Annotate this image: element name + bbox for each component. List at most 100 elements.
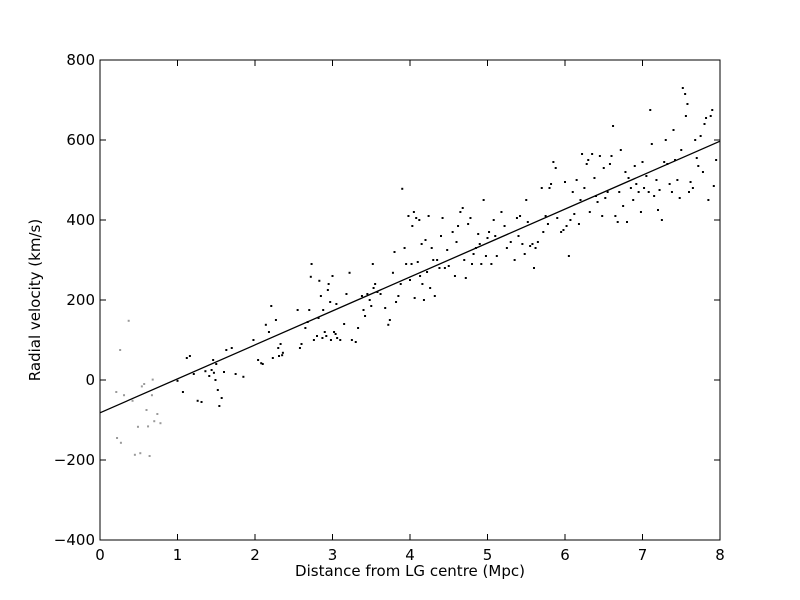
y-tick-label: 0 [85,371,95,389]
data-point [345,293,348,295]
data-point [274,319,277,321]
data-point [296,309,299,311]
data-point [624,171,627,173]
data-point [562,229,565,231]
data-point [608,163,611,165]
data-point [281,351,284,354]
data-point [463,259,466,261]
data-point [554,167,557,169]
data-point [650,143,653,145]
data-point [208,375,211,377]
data-point [686,103,689,105]
data-point [707,199,710,201]
data-point [523,253,526,255]
data-point [225,349,228,351]
data-point [443,267,446,269]
data-point [368,299,371,301]
data-point [715,159,718,161]
grey-data-point [153,420,156,423]
data-point [419,275,422,277]
data-point [196,399,199,402]
data-point [354,341,357,343]
data-point [327,283,330,285]
data-point [526,221,529,223]
data-point [678,197,681,199]
data-point [641,161,644,163]
data-point [471,263,473,265]
data-point [637,191,640,193]
data-point [317,317,320,319]
data-point [455,241,458,243]
grey-data-point [150,394,153,397]
data-point [548,187,551,189]
data-point [645,175,648,177]
y-tick-label: −200 [54,451,95,469]
data-point [430,247,433,249]
data-point [495,255,498,257]
data-point [660,219,663,221]
data-point [214,379,217,381]
data-point [270,305,273,307]
data-point [405,263,408,265]
data-point [271,357,274,359]
data-point [278,355,281,357]
data-point [619,149,622,151]
data-point [410,263,413,265]
data-point [515,217,518,219]
data-point [446,249,449,251]
data-point [647,191,650,193]
data-point [257,359,260,361]
data-point [711,109,714,111]
data-point [486,237,489,239]
data-point [544,215,547,217]
data-point [395,301,398,303]
data-point [670,191,673,193]
data-point [500,211,503,213]
data-point [606,191,609,193]
data-point [360,295,363,297]
data-point [366,293,369,295]
data-point [220,397,223,399]
data-point [212,371,215,374]
data-point [420,243,423,245]
data-point [234,373,237,375]
data-point [591,153,594,155]
axis-ticks: 0 1 2 3 4 5 6 7 8 −400 −200 0 200 400 600 800 [54,51,725,564]
data-point [517,235,520,237]
data-point [560,231,563,233]
data-point [492,219,495,221]
data-point [415,217,418,219]
data-point [618,191,621,193]
data-point [583,187,586,189]
data-point [388,319,391,321]
x-tick-label: 3 [328,546,338,564]
data-point [477,233,480,235]
data-point [181,391,184,393]
data-point [350,339,353,341]
data-point [379,293,382,295]
data-point [357,327,360,329]
y-tick-label: −400 [54,531,95,549]
data-point [200,401,203,403]
data-point [316,335,318,337]
x-tick-label: 6 [560,546,570,564]
data-point [391,271,394,274]
data-point [525,199,528,201]
data-point [325,335,328,337]
data-point [694,139,697,141]
data-point [176,379,179,382]
data-point [374,283,377,285]
data-point [429,287,432,289]
grey-data-point [151,378,154,381]
grey-data-point [140,385,143,388]
data-point [674,159,677,161]
data-point [467,223,470,225]
data-point [376,291,379,293]
data-point [632,199,635,201]
data-point [564,181,566,183]
data-point [639,211,642,213]
data-point [319,295,322,297]
data-point [215,363,218,365]
data-point [223,371,225,373]
data-point [509,241,512,243]
